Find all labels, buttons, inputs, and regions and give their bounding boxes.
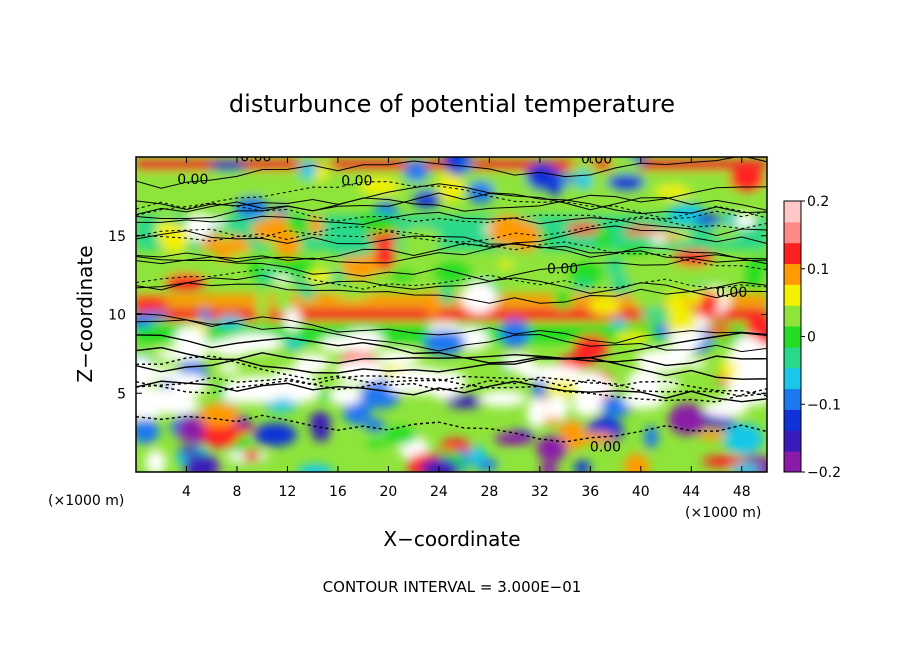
x-tick-label: 24 bbox=[430, 484, 448, 500]
x-tick-label: 28 bbox=[480, 484, 498, 500]
x-tick-label: 8 bbox=[232, 484, 241, 500]
colorbar-swatch bbox=[784, 263, 801, 285]
x-axis-label: X−coordinate bbox=[383, 527, 520, 551]
colorbar-swatch bbox=[784, 305, 801, 327]
contour-label: 0.00 bbox=[177, 172, 208, 188]
x-tick-label: 12 bbox=[279, 484, 297, 500]
contour-label: 0.00 bbox=[240, 150, 271, 166]
contour-interval-note: CONTOUR INTERVAL = 3.000E−01 bbox=[323, 578, 582, 596]
y-tick-label: 10 bbox=[108, 308, 126, 324]
contour-labels: 0.00 0.00 0.00 0.00 0.00 0.00 0.00 bbox=[177, 150, 747, 456]
colorbar-swatch bbox=[784, 284, 801, 306]
colorbar-swatch bbox=[784, 346, 801, 369]
colorbar-swatch bbox=[784, 409, 801, 431]
colorbar-swatch bbox=[784, 221, 801, 244]
x-tick-label: 32 bbox=[531, 484, 549, 500]
x-unit-right: (×1000 m) bbox=[685, 505, 761, 521]
x-axis: 4 8 12 16 20 24 28 32 36 40 44 48 bbox=[182, 157, 751, 500]
colorbar-ticks: 0.2 0.1 0 −0.1 −0.2 bbox=[801, 194, 841, 481]
colorbar-swatch bbox=[784, 201, 801, 223]
colorbar-tick-label: −0.1 bbox=[807, 397, 841, 413]
contour-label: 0.00 bbox=[590, 440, 621, 456]
colorbar-swatch bbox=[784, 451, 801, 473]
x-unit-left: (×1000 m) bbox=[48, 493, 124, 509]
x-tick-label: 4 bbox=[182, 484, 191, 500]
x-tick-label: 48 bbox=[733, 484, 751, 500]
y-axis-label: Z−coordinate bbox=[73, 245, 97, 382]
colorbar-tick-label: 0 bbox=[807, 330, 816, 346]
x-tick-label: 20 bbox=[379, 484, 397, 500]
y-tick-label: 5 bbox=[117, 386, 126, 402]
contour-lines bbox=[136, 157, 767, 443]
colorbar-swatch bbox=[784, 367, 801, 390]
y-axis: 5 10 15 bbox=[108, 229, 767, 402]
colorbar-swatch bbox=[784, 326, 801, 348]
x-tick-label: 36 bbox=[581, 484, 599, 500]
colorbar-tick-label: −0.2 bbox=[807, 465, 841, 481]
colorbar-swatch bbox=[784, 430, 801, 452]
chart-title: disturbunce of potential temperature bbox=[229, 90, 675, 118]
colorbar-swatch bbox=[784, 242, 801, 265]
plot-area: 0.00 0.00 0.00 0.00 0.00 0.00 0.00 bbox=[136, 150, 767, 472]
contour-label: 0.00 bbox=[581, 151, 612, 167]
y-tick-label: 15 bbox=[108, 229, 126, 245]
colorbar-tick-label: 0.2 bbox=[807, 194, 829, 210]
x-tick-label: 16 bbox=[329, 484, 347, 500]
contour-label: 0.00 bbox=[341, 173, 372, 189]
colorbar bbox=[783, 200, 802, 473]
x-tick-label: 44 bbox=[682, 484, 700, 500]
colorbar-swatch bbox=[784, 388, 801, 410]
contour-label: 0.00 bbox=[716, 285, 747, 301]
contour-label: 0.00 bbox=[547, 262, 578, 278]
x-tick-label: 40 bbox=[632, 484, 650, 500]
colorbar-tick-label: 0.1 bbox=[807, 262, 829, 278]
